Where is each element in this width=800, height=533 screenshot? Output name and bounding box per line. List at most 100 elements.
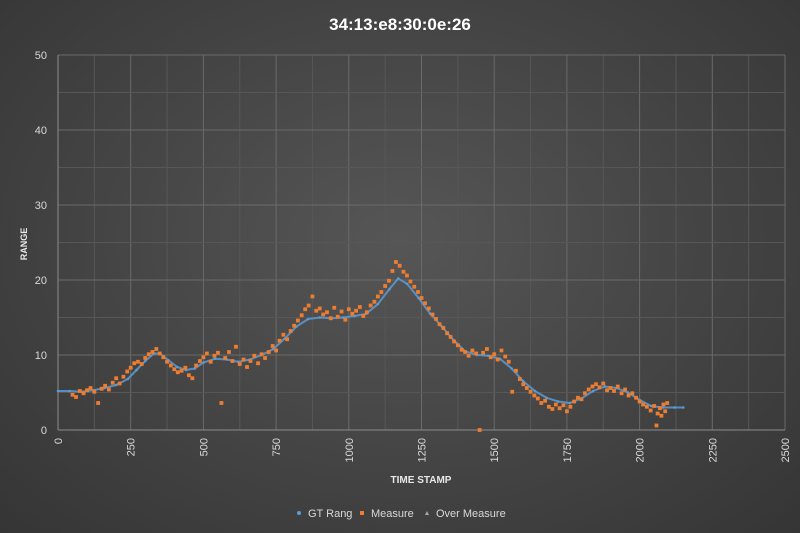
data-point: [223, 356, 228, 360]
data-point: [579, 397, 584, 402]
data-point: [524, 386, 529, 390]
data-point: [394, 260, 398, 264]
data-point: [154, 347, 159, 351]
data-point: [416, 290, 420, 294]
data-point: [546, 404, 551, 409]
data-point: [335, 314, 340, 319]
data-point: [528, 389, 533, 394]
data-point: [553, 402, 558, 407]
data-point: [379, 290, 384, 294]
data-point: [92, 389, 97, 394]
data-point: [88, 386, 93, 390]
data-point: [368, 303, 373, 308]
legend-label: Over Measure: [436, 508, 506, 520]
data-point: [535, 396, 540, 401]
data-point: [310, 294, 315, 299]
data-point: [576, 395, 580, 400]
x-tick-label: 1250: [417, 438, 429, 462]
data-point: [430, 312, 435, 317]
data-point: [126, 377, 130, 381]
data-point: [277, 338, 282, 343]
chart-title: 34:13:e8:30:0e:26: [329, 15, 471, 34]
data-point: [248, 359, 253, 363]
data-point: [390, 269, 395, 273]
data-point: [556, 400, 560, 403]
data-point: [135, 368, 138, 372]
data-point: [314, 308, 319, 313]
data-point: [110, 380, 115, 385]
data-point: [659, 413, 664, 418]
data-point: [292, 323, 297, 328]
legend-label: GT Rang: [308, 508, 352, 520]
data-point: [506, 359, 511, 364]
data-point: [117, 381, 122, 386]
data-point: [661, 406, 665, 409]
data-point: [634, 395, 639, 400]
data-point: [296, 318, 300, 323]
y-tick-label: 30: [35, 200, 47, 212]
data-point: [237, 362, 242, 366]
x-tick-label: 0: [53, 438, 65, 444]
y-tick-label: 40: [35, 125, 47, 137]
data-point: [241, 357, 246, 362]
y-tick-label: 0: [41, 425, 47, 437]
data-point: [216, 350, 220, 355]
series-1: [70, 260, 670, 432]
data-point: [648, 408, 653, 413]
data-point: [77, 389, 82, 393]
data-point: [74, 395, 78, 399]
data-point: [637, 399, 642, 404]
data-point: [175, 370, 180, 375]
data-point: [183, 365, 188, 370]
data-point: [417, 296, 420, 300]
data-point: [663, 409, 668, 414]
data-point: [339, 309, 344, 314]
data-point: [85, 388, 89, 393]
data-point: [583, 391, 587, 396]
data-point: [521, 382, 526, 387]
legend-item: Over Measure: [425, 508, 506, 520]
data-point: [412, 284, 417, 289]
data-point: [612, 389, 616, 393]
data-point: [426, 306, 431, 311]
data-point: [332, 305, 337, 310]
data-point: [510, 367, 513, 370]
data-point: [70, 392, 75, 397]
data-point: [194, 363, 199, 368]
x-tick-label: 750: [271, 438, 283, 456]
data-point: [641, 402, 645, 407]
data-point: [594, 382, 598, 387]
data-point: [364, 310, 369, 315]
data-point: [190, 376, 195, 381]
data-point: [150, 350, 155, 354]
data-point: [488, 355, 493, 360]
data-point: [259, 352, 264, 357]
data-point: [626, 391, 630, 394]
data-point: [198, 359, 202, 363]
y-tick-label: 50: [35, 50, 47, 62]
data-point: [565, 409, 569, 414]
data-point: [121, 374, 126, 379]
data-point: [396, 277, 400, 280]
data-point: [270, 344, 275, 348]
data-point: [317, 306, 322, 311]
data-point: [419, 296, 424, 300]
data-point: [114, 383, 118, 387]
data-point: [132, 361, 137, 366]
data-point: [441, 326, 446, 330]
data-point: [532, 393, 537, 398]
data-point: [655, 411, 660, 416]
data-point: [630, 391, 635, 396]
data-point: [271, 347, 275, 351]
data-point: [157, 351, 162, 356]
data-point: [168, 363, 173, 368]
data-point: [466, 353, 471, 358]
data-point: [492, 352, 497, 357]
legend-label: Measure: [371, 508, 414, 520]
gridlines: [57, 54, 786, 431]
data-point: [350, 311, 355, 316]
data-point: [219, 401, 224, 405]
data-point: [619, 391, 624, 396]
data-point: [514, 368, 518, 373]
